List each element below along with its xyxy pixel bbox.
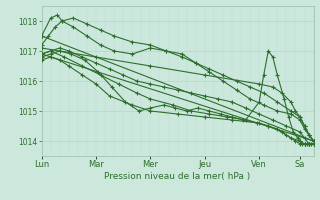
X-axis label: Pression niveau de la mer( hPa ): Pression niveau de la mer( hPa ) [104, 172, 251, 181]
